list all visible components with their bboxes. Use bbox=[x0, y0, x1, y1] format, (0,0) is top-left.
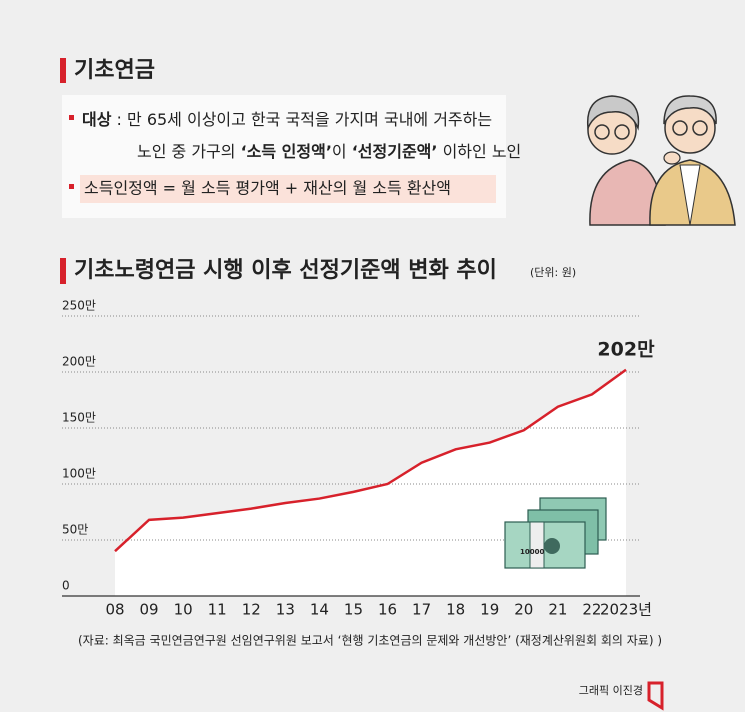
highlight bbox=[80, 175, 496, 203]
credit-logo bbox=[647, 681, 664, 711]
bullet bbox=[69, 184, 74, 189]
info-line: 노인 중 가구의 ‘소득 인정액’이 ‘선정기준액’ 이하인 노인 bbox=[137, 142, 521, 161]
x-tick-label: 20 bbox=[514, 601, 533, 619]
banknote-label: 10000 bbox=[520, 548, 544, 556]
x-tick-label: 10 bbox=[174, 601, 193, 619]
source: (자료: 최옥금 국민연금연구원 선임연구위원 보고서 ‘현행 기초연금의 문제… bbox=[78, 633, 662, 648]
plot: 0 50만 100만 150만 200만 250만 08 09 10 11 12 13 14 15 16 17… bbox=[62, 299, 655, 619]
x-tick-label: 16 bbox=[378, 601, 397, 619]
y-tick-label: 200만 bbox=[62, 355, 96, 369]
x-tick-label: 11 bbox=[208, 601, 227, 619]
text: : 만 65세 이상이고 한국 국적을 가지며 국내에 거주하는 bbox=[111, 110, 492, 129]
x-tick-label: 13 bbox=[276, 601, 295, 619]
credit: 그래픽 이진경 bbox=[579, 684, 643, 697]
y-tick-label: 100만 bbox=[62, 467, 96, 481]
y-tick-label: 50만 bbox=[62, 523, 88, 537]
x-tick-label: 22 bbox=[582, 601, 601, 619]
text: 이 bbox=[332, 142, 352, 161]
y-tick-label: 150만 bbox=[62, 411, 96, 425]
text: 노인 중 가구의 bbox=[137, 142, 241, 161]
money-illustration: 10000 bbox=[504, 497, 607, 569]
text: 이하인 노인 bbox=[437, 142, 521, 161]
x-tick-label: 15 bbox=[344, 601, 363, 619]
data-label: 202만 bbox=[597, 338, 655, 360]
x-tick-label: 21 bbox=[548, 601, 567, 619]
x-tick-label: 2023년 bbox=[600, 601, 652, 619]
x-tick-label: 08 bbox=[105, 601, 124, 619]
unit-note: (단위: 원) bbox=[530, 266, 576, 279]
text: ‘소득 인정액’ bbox=[241, 142, 332, 161]
x-tick-label: 12 bbox=[242, 601, 261, 619]
couple-illustration bbox=[586, 95, 736, 226]
label: 대상 bbox=[82, 110, 112, 129]
area bbox=[115, 369, 626, 596]
x-tick-label: 18 bbox=[446, 601, 465, 619]
x-tick-label: 09 bbox=[140, 601, 159, 619]
y-tick-label: 250만 bbox=[62, 299, 96, 313]
chart-title: 기초노령연금 시행 이후 선정기준액 변화 추이 bbox=[74, 258, 497, 283]
section-title: 기초연금 bbox=[74, 58, 155, 83]
x-tick-label: 17 bbox=[412, 601, 431, 619]
y-tick-label: 0 bbox=[62, 579, 70, 593]
x-tick-label: 14 bbox=[310, 601, 329, 619]
title-bar bbox=[60, 58, 66, 83]
title-bar bbox=[60, 258, 66, 284]
text: ‘선정기준액’ bbox=[352, 142, 438, 161]
x-tick-label: 19 bbox=[480, 601, 499, 619]
bullet bbox=[69, 115, 74, 120]
formula: 소득인정액 = 월 소득 평가액 + 재산의 월 소득 환산액 bbox=[84, 179, 451, 198]
info-line: 대상 : 만 65세 이상이고 한국 국적을 가지며 국내에 거주하는 bbox=[82, 110, 492, 129]
line bbox=[114, 368, 627, 553]
